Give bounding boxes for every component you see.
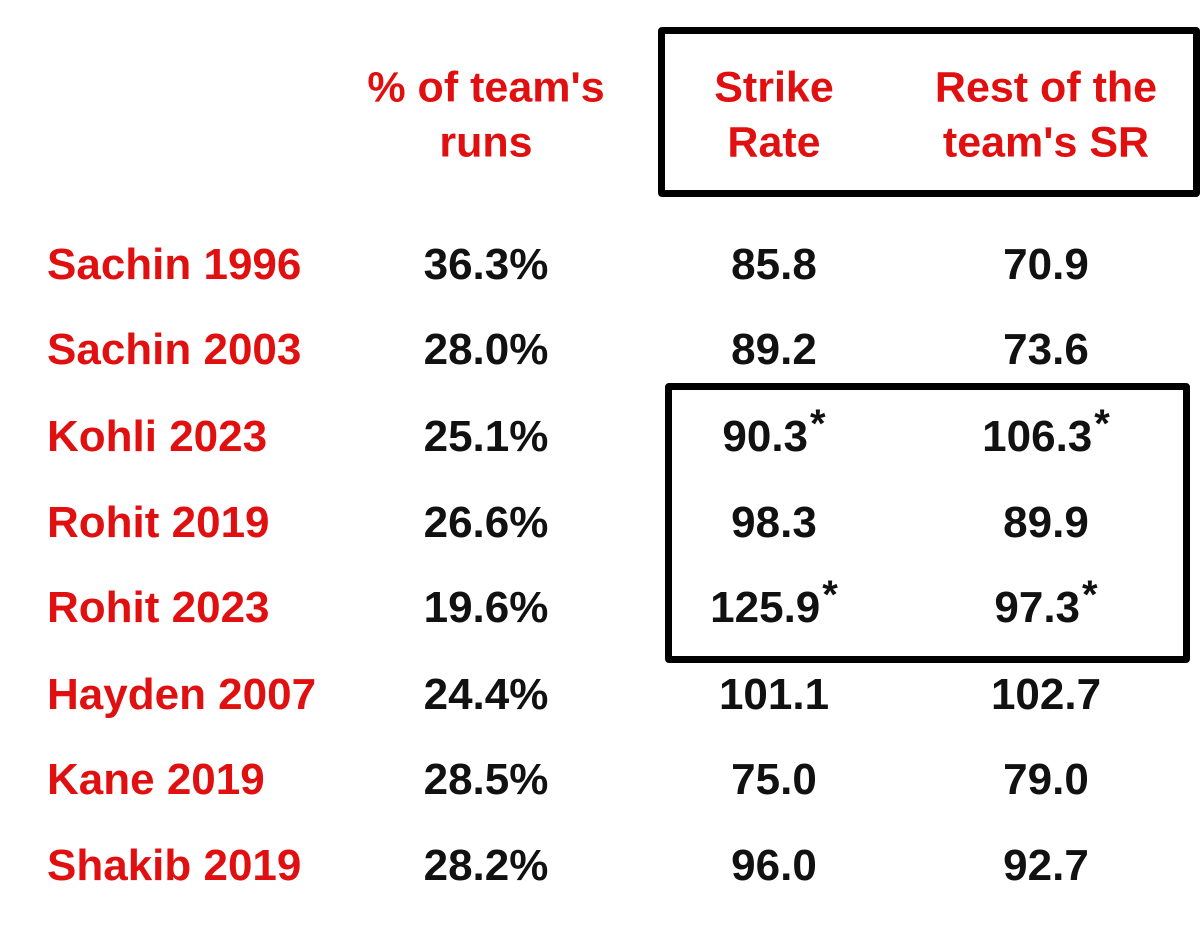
value-cell: 89.9: [1003, 498, 1089, 547]
player-name: Kohli 2023: [47, 412, 268, 461]
value-cell: 19.6%: [423, 583, 549, 632]
footnote-mark: *: [822, 573, 838, 617]
column-header: % of team's: [367, 63, 605, 112]
value-cell: 85.8: [731, 240, 817, 289]
value-cell: 28.2%: [423, 841, 549, 890]
value-cell: 102.7: [990, 670, 1102, 719]
player-name: Rohit 2023: [47, 583, 270, 632]
value-cell: 92.7: [1003, 841, 1089, 890]
value-text: 125.9: [710, 583, 821, 632]
value-cell: 26.6%: [423, 498, 549, 547]
footnote-mark: *: [1094, 402, 1110, 446]
value-cell: 106.3*: [982, 404, 1110, 461]
column-header: runs: [439, 118, 533, 167]
column-header: team's SR: [942, 118, 1150, 167]
value-cell: 28.0%: [423, 325, 549, 374]
value-text: 97.3: [994, 583, 1081, 632]
footnote-mark: *: [810, 402, 826, 446]
value-cell: 75.0: [731, 755, 817, 804]
value-cell: 79.0: [1003, 755, 1089, 804]
footnote-mark: *: [1082, 573, 1098, 617]
player-name: Hayden 2007: [47, 670, 317, 719]
player-name: Sachin 2003: [47, 325, 302, 374]
value-cell: 70.9: [1003, 240, 1089, 289]
value-cell: 101.1: [718, 670, 830, 719]
highlight-box: [665, 383, 1190, 663]
value-cell: 97.3*: [994, 575, 1097, 632]
player-name: Sachin 1996: [47, 240, 302, 289]
value-cell: 89.2: [731, 325, 817, 374]
value-cell: 90.3*: [722, 404, 825, 461]
value-cell: 98.3: [731, 498, 817, 547]
value-text: 90.3: [722, 412, 809, 461]
value-text: 106.3: [982, 412, 1093, 461]
column-header: Rest of the: [934, 63, 1158, 112]
value-cell: 36.3%: [423, 240, 549, 289]
value-cell: 28.5%: [423, 755, 549, 804]
column-header: Strike: [714, 63, 834, 112]
value-cell: 25.1%: [423, 412, 549, 461]
player-name: Shakib 2019: [47, 841, 302, 890]
column-header: Rate: [727, 118, 821, 167]
value-cell: 24.4%: [423, 670, 549, 719]
value-cell: 73.6: [1003, 325, 1089, 374]
value-cell: 96.0: [731, 841, 817, 890]
player-name: Kane 2019: [47, 755, 265, 804]
player-name: Rohit 2019: [47, 498, 270, 547]
header-box: [658, 27, 1200, 197]
value-cell: 125.9*: [710, 575, 838, 632]
